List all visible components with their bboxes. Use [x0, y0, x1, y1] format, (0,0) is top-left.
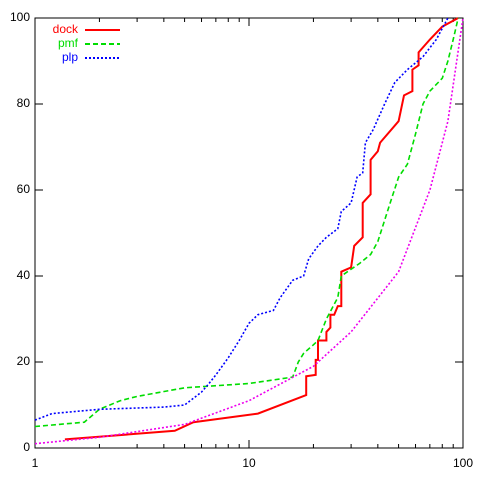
plot-frame [34, 17, 464, 449]
legend-label: dock [53, 22, 79, 36]
legend-label: pmf [58, 36, 79, 50]
y-tick-label: 0 [23, 440, 30, 454]
line [34, 17, 449, 421]
y-tick-label: 40 [17, 268, 31, 282]
line [64, 17, 459, 441]
y-tick-label: 20 [17, 354, 31, 368]
legend-label: plp [62, 50, 78, 64]
y-tick-label: 100 [10, 10, 30, 24]
y-tick-label: 60 [17, 182, 31, 196]
x-tick-label: 100 [453, 456, 473, 470]
line [34, 17, 459, 428]
x-tick-label: 1 [32, 456, 39, 470]
line [34, 17, 464, 445]
y-tick-label: 80 [17, 96, 31, 110]
x-tick-label: 10 [242, 456, 256, 470]
